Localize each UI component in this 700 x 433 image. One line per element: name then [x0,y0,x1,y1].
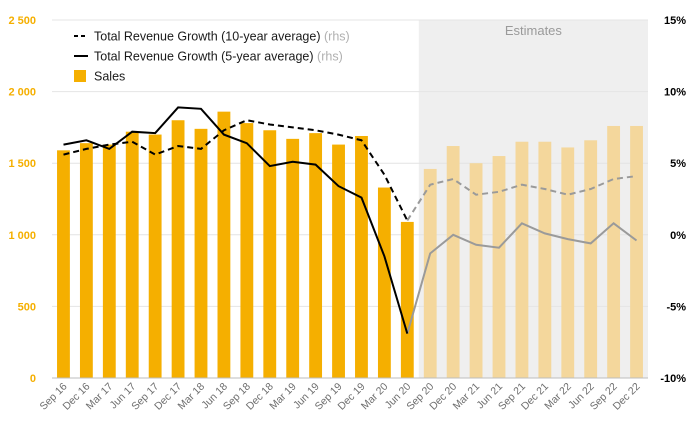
sales-bar [492,156,506,378]
sales-bar [309,133,323,378]
sales-bar [400,221,414,378]
legend-axis-note: (rhs) [321,30,350,44]
estimates-label: Estimates [505,23,563,38]
y-right-tick-label: 15% [664,15,686,27]
legend-series-name: Total Revenue Growth (10-year average) [94,30,321,44]
sales-bar [561,147,575,378]
sales-bar [79,143,93,378]
legend-label: Total Revenue Growth (10-year average) (… [94,30,350,44]
y-right-tick-label: -10% [660,373,686,385]
growth-10yr-line [63,119,409,221]
sales-bar [446,146,460,378]
sales-bar [538,141,552,378]
sales-bar [240,123,254,378]
sales-bar [194,128,208,378]
sales-bar [263,130,277,378]
sales-bars [57,111,643,379]
sales-bar [377,187,391,378]
sales-bar [332,144,345,378]
growth-lines [63,106,638,334]
y-left-tick-label: 0 [30,373,36,385]
y-right-tick-label: 0% [670,230,686,242]
sales-bar [125,131,139,378]
legend-label: Sales [94,70,125,84]
y-left-tick-label: 2 000 [8,87,36,99]
sales-bar [171,120,185,379]
legend-label: Total Revenue Growth (5-year average) (r… [94,50,343,64]
legend-swatch-bar [74,70,86,82]
y-right-tick-label: -5% [666,301,686,313]
sales-bar [217,111,231,378]
growth-5yr-line-estimate [406,222,638,334]
sales-bar [355,135,368,378]
sales-bar [423,168,437,378]
sales-bar [286,138,300,378]
growth-5yr-line [63,106,409,334]
y-left-tick-label: 1 500 [8,158,36,170]
growth-10yr-line-estimate [406,175,637,222]
y-left-tick-label: 500 [18,301,36,313]
sales-bar [607,125,621,378]
y-right-tick-label: 10% [664,87,686,99]
sales-bar [57,150,70,378]
sales-bar [584,140,598,378]
sales-bar [515,141,529,378]
sales-bar [630,125,643,378]
legend-series-name: Total Revenue Growth (5-year average) [94,50,314,64]
sales-bar [102,144,116,378]
legend-series-name: Sales [94,70,125,84]
sales-bar [469,163,483,378]
y-right-tick-label: 5% [670,158,686,170]
y-left-tick-label: 2 500 [8,15,36,27]
legend-axis-note: (rhs) [314,50,343,64]
y-left-tick-label: 1 000 [8,230,36,242]
legend: Total Revenue Growth (10-year average) (… [74,30,350,84]
sales-bar [148,134,162,378]
